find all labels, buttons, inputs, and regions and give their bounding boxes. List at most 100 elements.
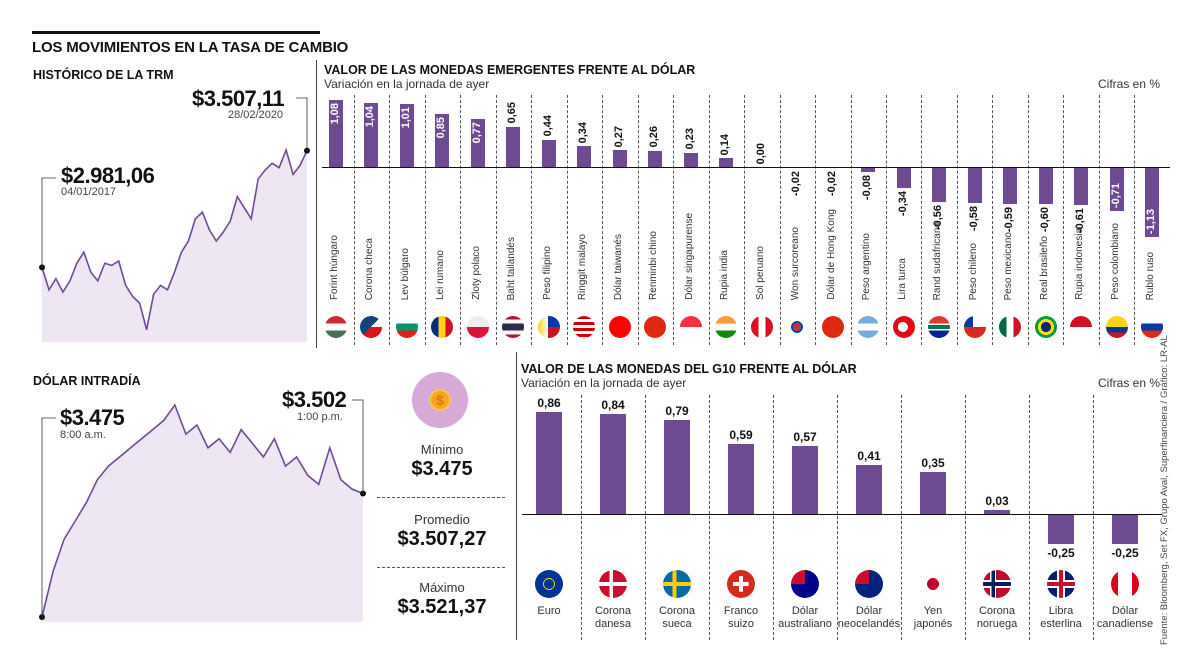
au-flag-icon — [791, 570, 819, 598]
bar-value-label: 0,85 — [435, 117, 448, 139]
bar-value-label: -0,59 — [1003, 206, 1016, 232]
max-label: Máximo — [419, 580, 465, 595]
g10-title: VALOR DE LAS MONEDAS DEL G10 FRENTE AL D… — [521, 362, 857, 376]
currency-name: Lira turca — [896, 258, 908, 300]
currency-name: Corona — [594, 605, 632, 617]
currency-name: canadiense — [1096, 618, 1154, 630]
currency-name: Peso argentino — [861, 232, 873, 300]
intraday-title: DÓLAR INTRADÍA — [33, 374, 141, 388]
bar-value-label: 0,34 — [577, 121, 590, 143]
currency-name: Libra — [1048, 605, 1074, 617]
avg-value: $3.507,27 — [397, 528, 487, 550]
currency-name: Ringgit malayo — [577, 233, 589, 300]
trm-start-value: $2.981,06 — [61, 163, 155, 188]
emerging-title: VALOR DE LAS MONEDAS EMERGENTES FRENTE A… — [324, 63, 696, 77]
trm-title: HISTÓRICO DE LA TRM — [33, 68, 174, 82]
intraday-open-value: $3.475 — [60, 405, 125, 430]
divider — [377, 567, 505, 568]
column-separator — [637, 95, 639, 345]
ph-flag-icon — [537, 316, 560, 338]
column-separator — [460, 95, 462, 345]
nz-flag-icon — [855, 570, 883, 598]
bar-value-label: 0,27 — [612, 125, 625, 148]
currency-name: Peso mexicano — [1003, 231, 1015, 300]
column-separator — [353, 95, 355, 345]
bar — [792, 446, 818, 514]
bar — [399, 104, 414, 167]
bar — [719, 158, 734, 167]
column-separator — [815, 95, 816, 345]
divider — [377, 497, 505, 498]
tw-flag-icon — [608, 316, 631, 338]
currency-name: japonés — [913, 618, 953, 630]
jp-flag-icon — [919, 570, 947, 598]
in-flag-icon — [715, 316, 738, 338]
currency-name: neocelandés — [837, 618, 901, 630]
currency-name: Renminbi chino — [648, 231, 660, 300]
column-separator — [1098, 95, 1100, 345]
currency-name: Peso chileno — [967, 242, 979, 300]
za-flag-icon — [928, 316, 951, 338]
column-separator — [773, 395, 774, 640]
baseline — [522, 514, 1162, 515]
bar — [329, 100, 343, 167]
column-separator — [389, 95, 391, 345]
bar — [435, 114, 450, 167]
br-flag-icon — [1034, 316, 1057, 338]
currency-name: esterlina — [1040, 618, 1082, 630]
bar-value-label: -0,02 — [790, 171, 803, 197]
column-separator — [901, 395, 902, 640]
bar-value-label: -0,08 — [861, 174, 874, 201]
bar — [683, 152, 698, 167]
tr-flag-icon — [892, 316, 915, 338]
column-separator — [495, 95, 497, 345]
currency-name: sueca — [662, 618, 692, 630]
bar-value-label: 0,65 — [506, 102, 519, 124]
bar-value-label: 0,86 — [537, 396, 561, 410]
bar-value-label: 0,57 — [793, 430, 817, 445]
column-separator — [673, 95, 675, 345]
ar-flag-icon — [857, 316, 880, 338]
bar — [932, 167, 947, 202]
currency-name: Real brasileño — [1038, 236, 1050, 300]
column-separator — [779, 95, 781, 345]
dk-flag-icon — [599, 570, 627, 598]
bar-value-label: -0,58 — [967, 205, 980, 232]
bar-value-label: -0,02 — [825, 171, 838, 197]
bar-value-label: 0,26 — [648, 126, 661, 148]
trm-end-value: $3.507,11 — [192, 86, 285, 111]
pl-flag-icon — [466, 316, 489, 338]
currency-name: Rupia indonesia — [1074, 228, 1086, 300]
bg-flag-icon — [395, 316, 418, 338]
intraday-close-time: 1:00 p.m. — [297, 411, 343, 423]
leader-line — [352, 399, 364, 494]
area-fill — [42, 405, 363, 622]
source-note: Fuente: Bloomberg, Set FX, Grupo Aval, S… — [1159, 335, 1170, 645]
my-flag-icon — [573, 316, 596, 338]
bar-value-label: -0,71 — [1109, 182, 1122, 209]
g10-subtitle: Variación en la jornada de ayer — [521, 376, 687, 390]
column-separator — [531, 95, 533, 345]
kr-flag-icon — [786, 316, 809, 338]
column-separator — [581, 395, 582, 640]
currency-name: Euro — [537, 605, 561, 617]
bar — [728, 444, 754, 514]
bar — [506, 126, 521, 167]
emerging-subtitle: Variación en la jornada de ayer — [324, 77, 490, 91]
bar — [536, 412, 562, 514]
currency-name: Rublo ruso — [1145, 251, 1157, 300]
currency-name: Franco — [723, 605, 759, 617]
mx-flag-icon — [999, 316, 1022, 338]
bar-value-label: 0,44 — [541, 115, 554, 137]
bar-value-label: 0,35 — [921, 456, 945, 471]
avg-label: Promedio — [414, 512, 470, 527]
sg-flag-icon — [679, 316, 702, 338]
bar — [856, 465, 882, 514]
bar — [1109, 167, 1124, 212]
cz-flag-icon — [360, 316, 383, 338]
bar-value-label: -1,13 — [1145, 208, 1158, 235]
baseline — [322, 167, 1170, 168]
currency-name: Lei rumano — [435, 249, 447, 300]
th-flag-icon — [502, 316, 525, 338]
eu-flag-icon — [535, 570, 563, 598]
